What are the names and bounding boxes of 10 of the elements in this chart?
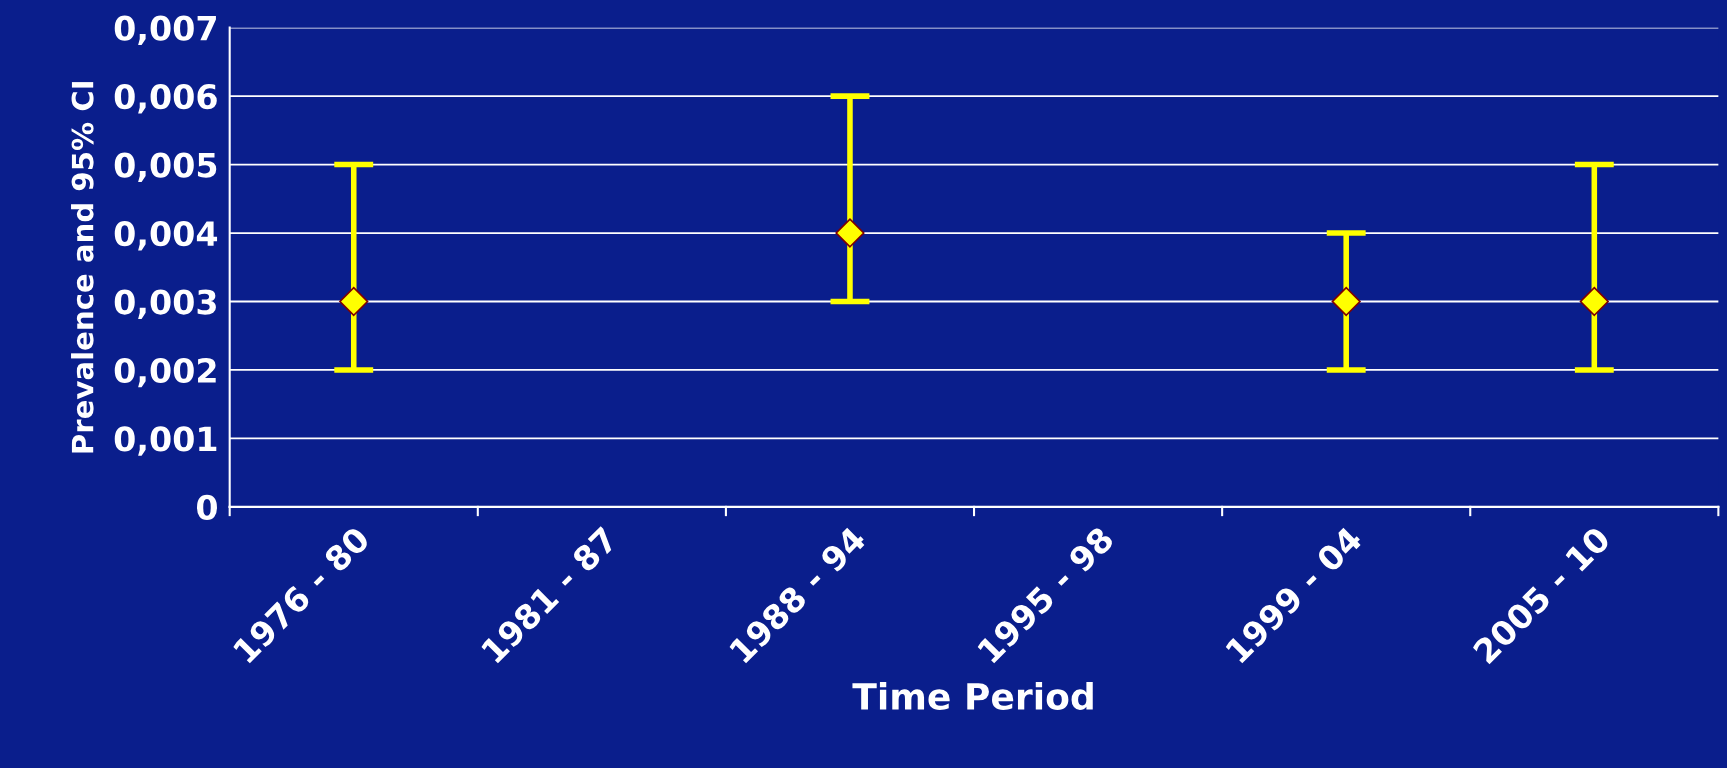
y-axis-title: Prevalence and 95% CI [71,82,94,453]
y-tick-label: 0,005 [114,152,217,182]
x-axis-title: Time Period [852,682,1093,711]
y-tick-label: 0,003 [114,289,216,319]
y-tick-label: 0 [196,494,217,521]
y-tick-label: 0,002 [114,357,216,388]
y-tick-label: 0,001 [114,426,217,456]
y-tick-label: 0,007 [114,15,216,46]
y-tick-label: 0,006 [114,84,217,114]
y-tick-label: 0,004 [114,220,218,251]
